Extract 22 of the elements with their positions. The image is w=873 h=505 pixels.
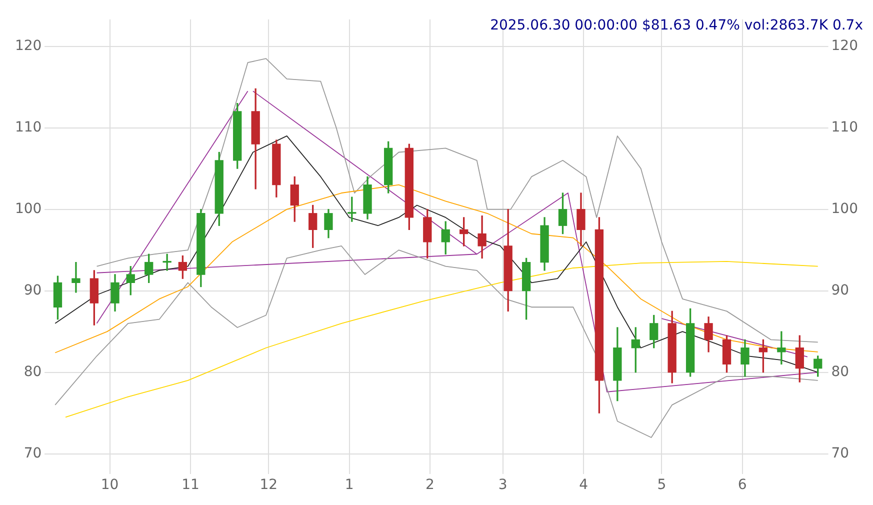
y-tick-label: 120 [14, 38, 42, 54]
x-tick-label: 6 [738, 477, 747, 494]
y-tick-label: 110 [14, 119, 42, 136]
x-tick-label: 4 [579, 477, 588, 494]
y2-tick-label: 90 [831, 282, 850, 298]
y2-tick-label: 110 [831, 119, 858, 136]
y2-tick-label: 120 [831, 38, 858, 54]
y-tick-label: 80 [24, 364, 42, 380]
x-tick-label: 12 [260, 477, 278, 494]
y2-tick-label: 100 [831, 200, 858, 217]
y-tick-label: 90 [24, 282, 42, 298]
x-tick-label: 1 [344, 477, 354, 494]
y-tick-label: 100 [14, 200, 42, 217]
x-tick-label: 10 [100, 477, 119, 494]
x-tick-label: 5 [657, 477, 666, 494]
y2-tick-label: 80 [831, 364, 850, 380]
x-tick-label: 2 [426, 477, 434, 494]
annotation: 2025.06.30 00:00:00 $81.63 0.47% vol:2863.7K 0.7x [490, 18, 863, 34]
x-tick-label: 3 [498, 477, 508, 494]
x-tick-label: 11 [182, 477, 200, 494]
y2-tick-label: 70 [831, 445, 850, 462]
y-tick-label: 70 [24, 445, 42, 462]
